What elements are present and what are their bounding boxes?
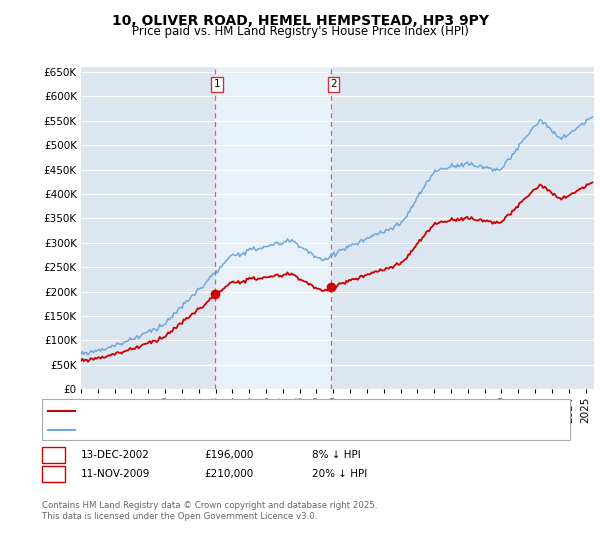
Text: 10, OLIVER ROAD, HEMEL HEMPSTEAD, HP3 9PY: 10, OLIVER ROAD, HEMEL HEMPSTEAD, HP3 9P…	[112, 14, 488, 28]
Text: 13-DEC-2002: 13-DEC-2002	[81, 450, 150, 460]
Bar	[215, 67, 331, 389]
Text: 11-NOV-2009: 11-NOV-2009	[81, 469, 151, 479]
Text: £196,000: £196,000	[204, 450, 253, 460]
Text: 2: 2	[50, 469, 57, 479]
Text: 1: 1	[214, 80, 221, 89]
Text: 2: 2	[330, 80, 337, 89]
Text: 1: 1	[50, 450, 57, 460]
Text: 10, OLIVER ROAD, HEMEL HEMPSTEAD, HP3 9PY (semi-detached house): 10, OLIVER ROAD, HEMEL HEMPSTEAD, HP3 9P…	[81, 407, 433, 417]
Text: £210,000: £210,000	[204, 469, 253, 479]
Text: 20% ↓ HPI: 20% ↓ HPI	[312, 469, 367, 479]
Text: 8% ↓ HPI: 8% ↓ HPI	[312, 450, 361, 460]
Text: HPI: Average price, semi-detached house, Dacorum: HPI: Average price, semi-detached house,…	[81, 424, 334, 435]
Text: Price paid vs. HM Land Registry's House Price Index (HPI): Price paid vs. HM Land Registry's House …	[131, 25, 469, 38]
Text: Contains HM Land Registry data © Crown copyright and database right 2025.
This d: Contains HM Land Registry data © Crown c…	[42, 501, 377, 521]
